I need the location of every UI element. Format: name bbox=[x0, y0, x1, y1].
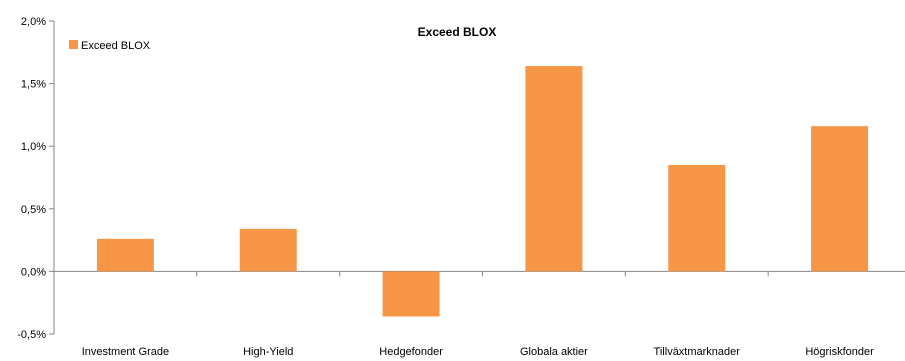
legend-label: Exceed BLOX bbox=[81, 40, 151, 52]
bar bbox=[239, 228, 297, 272]
category-label: High-Yield bbox=[243, 346, 293, 358]
bar bbox=[525, 66, 583, 272]
x-axis-ticks bbox=[53, 271, 769, 277]
category-label: Investment Grade bbox=[82, 346, 169, 358]
y-tick-label: 2,0% bbox=[21, 16, 46, 28]
y-axis-ticks: -0,5% 0,0% 0,5% 1,0% 1,5% 2,0% bbox=[17, 16, 54, 341]
bar-series bbox=[96, 66, 869, 317]
y-tick-label: -0,5% bbox=[17, 329, 46, 341]
bar bbox=[811, 126, 869, 272]
category-label: Högriskfonder bbox=[805, 346, 874, 358]
legend: Exceed BLOX bbox=[69, 40, 151, 52]
legend-swatch bbox=[69, 40, 78, 49]
chart-title: Exceed BLOX bbox=[418, 25, 497, 39]
bar bbox=[668, 164, 726, 272]
y-tick-label: 0,0% bbox=[21, 266, 46, 278]
bar bbox=[382, 271, 440, 317]
y-tick-label: 0,5% bbox=[21, 204, 46, 216]
y-tick-label: 1,0% bbox=[21, 141, 46, 153]
category-label: Hedgefonder bbox=[379, 346, 443, 358]
bar bbox=[96, 238, 154, 272]
category-labels: Investment Grade High-Yield Hedgefonder Glo… bbox=[82, 346, 874, 358]
y-tick-label: 1,5% bbox=[21, 79, 46, 91]
category-label: Globala aktier bbox=[520, 346, 588, 358]
category-label: Tillväxtmarknader bbox=[654, 346, 741, 358]
